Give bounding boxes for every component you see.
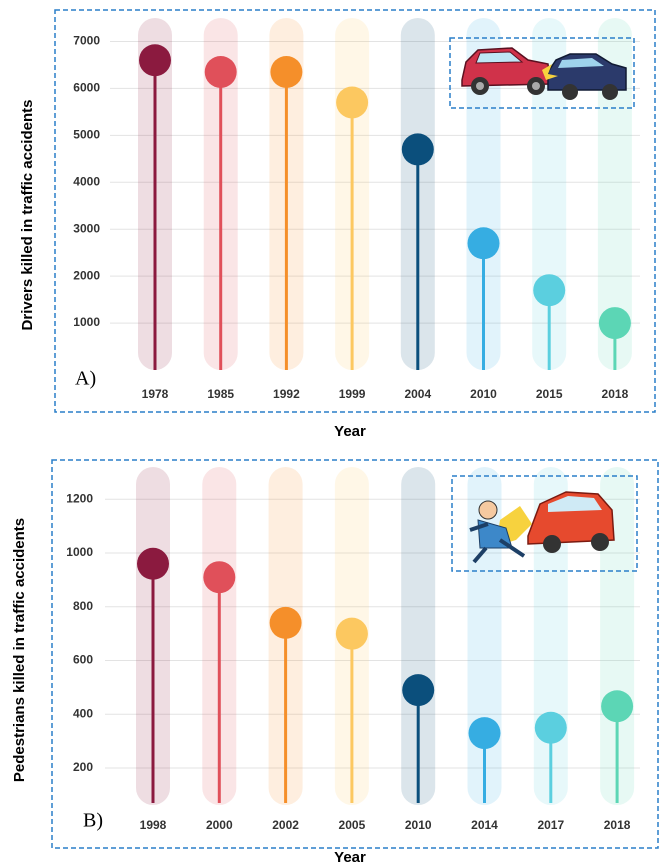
illustration (451, 475, 638, 572)
dot (534, 711, 567, 744)
dot (467, 227, 500, 260)
x-tick-label: 2018 (604, 818, 631, 832)
charts: 1000 2000 3000 4000 5000 6000 7000 1978 1985 1992… (11, 18, 640, 866)
dot (601, 690, 634, 723)
y-axis-title: Pedestrians killed in traffic accidents (11, 518, 28, 782)
x-tick-label: 1998 (140, 818, 167, 832)
y-tick-label: 1000 (73, 315, 100, 329)
dot (137, 547, 169, 580)
y-tick-label: 6000 (73, 81, 100, 95)
dot (402, 674, 435, 707)
y-tick-label: 2000 (73, 268, 100, 282)
y-tick-label: 3000 (73, 221, 100, 235)
x-tick-label: 2014 (471, 818, 498, 832)
dot (401, 133, 434, 166)
background-pill (401, 467, 436, 805)
x-tick-label: 2002 (272, 818, 299, 832)
y-tick-label: 200 (73, 760, 93, 774)
x-tick-label: 2018 (602, 387, 629, 401)
dot (204, 55, 237, 88)
y-tick-label: 400 (73, 706, 93, 720)
y-tick-label: 1200 (66, 491, 93, 505)
y-tick-label: 7000 (73, 34, 100, 48)
dot (598, 307, 631, 340)
panel-label: B) (83, 810, 103, 832)
panel-frame (51, 459, 659, 849)
x-tick-label: 1985 (207, 387, 234, 401)
x-tick-label: 2010 (405, 818, 432, 832)
background-pill (600, 467, 635, 805)
dot (270, 55, 303, 88)
x-tick-label: 1992 (273, 387, 300, 401)
x-tick-label: 2017 (537, 818, 564, 832)
dot (533, 274, 566, 307)
x-tick-label: 2000 (206, 818, 233, 832)
x-tick-label: 2010 (470, 387, 497, 401)
x-tick-label: 2004 (404, 387, 431, 401)
x-tick-label: 2005 (339, 818, 366, 832)
dot (335, 617, 368, 650)
x-tick-label: 1978 (142, 387, 169, 401)
background-pill (597, 18, 632, 370)
dot (269, 606, 302, 639)
x-axis-title: Year (334, 423, 366, 440)
image-frame (451, 475, 638, 572)
y-tick-label: 1000 (66, 545, 93, 559)
dot (139, 44, 171, 77)
y-tick-label: 4000 (73, 174, 100, 188)
dot (336, 86, 369, 119)
dot (468, 717, 501, 750)
panel-label: A) (75, 368, 96, 390)
y-tick-label: 600 (73, 653, 93, 667)
x-axis-title: Year (334, 849, 366, 866)
dot (203, 561, 236, 594)
y-tick-label: 5000 (73, 128, 100, 142)
y-axis-title: Drivers killed in traffic accidents (19, 100, 36, 331)
panel-frame (54, 9, 656, 413)
x-tick-label: 1999 (339, 387, 366, 401)
background-pill (466, 18, 501, 370)
x-tick-label: 2015 (536, 387, 563, 401)
illustration (449, 37, 635, 109)
y-tick-label: 800 (73, 599, 93, 613)
image-frame (449, 37, 635, 109)
